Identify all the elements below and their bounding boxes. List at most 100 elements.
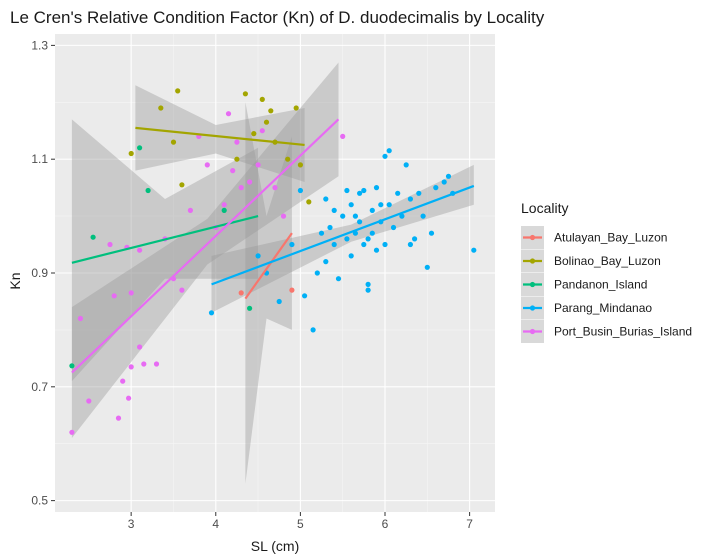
- fit-line: [135, 126, 305, 147]
- y-tick-label: 1.3: [31, 38, 48, 52]
- data-point: [369, 207, 375, 213]
- data-point: [255, 162, 261, 168]
- y-tick-label: 0.9: [31, 266, 48, 280]
- data-point: [428, 230, 435, 236]
- plot-area: 3 4 5 6 7 0.5 0.7 0.9 1.1 1.3: [31, 34, 495, 531]
- data-point: [390, 224, 397, 231]
- data-point: [445, 173, 452, 179]
- data-point: [86, 398, 92, 404]
- data-point: [263, 119, 270, 125]
- data-point: [412, 236, 418, 242]
- data-point: [361, 241, 367, 248]
- data-point: [251, 131, 257, 137]
- y-axis-title: Kn: [7, 272, 23, 289]
- data-point: [242, 91, 248, 97]
- data-point: [382, 241, 388, 248]
- confidence-band: [71, 62, 339, 438]
- data-point: [247, 305, 253, 311]
- data-point: [179, 287, 185, 293]
- data-point: [407, 241, 413, 248]
- data-point: [276, 298, 282, 305]
- data-point: [352, 213, 358, 219]
- legend-label: Atulayan_Bay_Luzon: [554, 231, 667, 245]
- data-point: [107, 241, 113, 248]
- data-point: [297, 162, 303, 168]
- data-point: [297, 187, 303, 194]
- data-point: [335, 276, 342, 282]
- data-point: [416, 190, 422, 196]
- data-point: [285, 156, 291, 162]
- y-tick-label: 1.1: [31, 152, 48, 166]
- data-point: [137, 344, 143, 350]
- data-point: [327, 224, 333, 231]
- legend-label: Port_Busin_Burias_Island: [554, 325, 692, 339]
- data-point: [238, 185, 244, 191]
- data-point: [225, 111, 232, 117]
- y-tick-label: 0.7: [31, 380, 48, 394]
- data-point: [340, 133, 346, 139]
- data-point: [158, 105, 164, 111]
- data-point: [302, 293, 308, 299]
- legend-label: Bolinao_Bay_Luzon: [554, 254, 661, 268]
- data-point: [433, 185, 439, 191]
- confidence-band: [211, 164, 474, 313]
- data-point: [361, 187, 367, 194]
- data-point: [395, 190, 401, 196]
- data-point: [137, 145, 143, 151]
- data-point: [255, 253, 261, 259]
- data-point: [306, 199, 312, 205]
- data-point: [289, 287, 295, 293]
- data-point: [280, 213, 287, 219]
- data-point: [170, 139, 177, 145]
- x-tick-label: 5: [297, 517, 304, 531]
- data-point: [179, 182, 185, 188]
- data-point: [77, 315, 83, 322]
- data-point: [331, 207, 337, 213]
- data-point: [247, 179, 253, 185]
- fit-line: [211, 184, 475, 286]
- data-point: [373, 247, 380, 253]
- legend-key-point: [529, 234, 536, 241]
- legend-label: Parang_Mindanao: [554, 301, 652, 315]
- data-point: [115, 415, 122, 421]
- data-point: [259, 128, 265, 134]
- x-tick-label: 6: [382, 517, 389, 531]
- data-point: [365, 287, 371, 293]
- fit-line: [244, 232, 293, 300]
- data-point: [420, 213, 426, 219]
- data-point: [407, 196, 413, 202]
- data-point: [289, 241, 295, 248]
- legend-label: Pandanon_Island: [554, 278, 647, 292]
- data-point: [272, 185, 278, 191]
- data-point: [323, 259, 329, 265]
- data-point: [126, 395, 132, 401]
- data-point: [128, 290, 134, 296]
- data-point: [111, 293, 117, 299]
- chart-title: Le Cren's Relative Condition Factor (Kn)…: [10, 8, 545, 27]
- data-point: [344, 187, 350, 194]
- data-point: [348, 202, 354, 208]
- legend-key-point: [529, 305, 536, 311]
- fit-line: [71, 118, 340, 374]
- data-point: [441, 179, 447, 185]
- data-point: [204, 162, 210, 168]
- data-point: [386, 148, 392, 154]
- data-point: [268, 108, 274, 114]
- data-point: [175, 88, 181, 94]
- data-point: [378, 202, 384, 208]
- legend: Locality Atulayan_Bay_Luzon Bolinao_Bay_L…: [521, 200, 692, 343]
- data-point: [424, 264, 430, 270]
- data-point: [357, 190, 363, 196]
- data-point: [369, 230, 375, 236]
- data-point: [365, 236, 371, 242]
- data-point: [187, 207, 193, 213]
- x-tick-label: 7: [466, 517, 473, 531]
- data-point: [128, 150, 134, 157]
- data-point: [293, 105, 299, 111]
- data-point: [69, 429, 75, 435]
- data-point: [128, 364, 134, 370]
- data-point: [340, 213, 346, 219]
- data-point: [399, 213, 405, 219]
- data-point: [221, 202, 227, 208]
